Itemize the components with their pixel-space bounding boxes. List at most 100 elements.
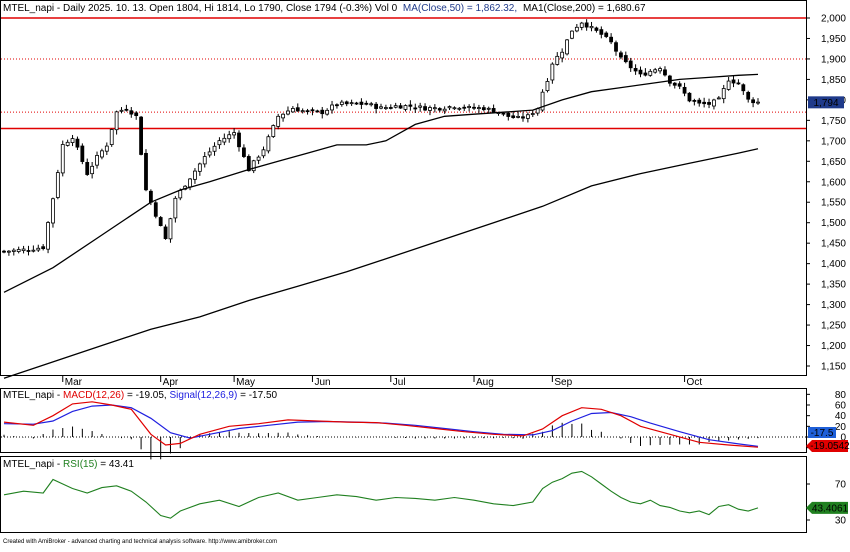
price-header: MTEL_napi - Daily 2025. 10. 13. Open 180… <box>3 3 646 14</box>
candle-up <box>648 70 653 76</box>
candle-up <box>403 105 408 110</box>
candle-up <box>550 63 555 81</box>
candle-up <box>217 140 222 146</box>
ma200-line <box>3 148 759 379</box>
rsi-chart: 70 30 43.4061 <box>3 470 849 527</box>
candle-up <box>109 129 114 145</box>
date-tick-label: Apr <box>163 377 179 388</box>
candle-down <box>310 109 315 112</box>
candle-down <box>134 112 139 117</box>
candle-up <box>227 134 232 140</box>
candle-up <box>100 150 104 158</box>
date-tick-label: Mar <box>65 377 83 388</box>
candle-down <box>672 82 677 86</box>
candle-down <box>144 152 148 191</box>
last-price-label: 1,794 <box>813 98 838 109</box>
candle-down <box>594 27 599 31</box>
price-tick-label: 1,250 <box>821 321 846 332</box>
date-axis: Mar Apr May Jun Jul Aug Sep Oct <box>62 376 702 388</box>
candle-down <box>153 202 158 217</box>
candle-down <box>619 52 623 58</box>
candle-up <box>207 151 212 156</box>
candle-down <box>423 106 427 111</box>
candle-up <box>525 114 530 119</box>
candle-down <box>354 102 359 105</box>
price-tick-label: 1,350 <box>821 280 846 291</box>
macd-tick-label: 60 <box>835 401 847 412</box>
candle-up <box>574 26 579 32</box>
candle-down <box>731 79 736 84</box>
candle-down <box>638 69 643 75</box>
candle-down <box>506 112 511 117</box>
candle-up <box>756 101 760 104</box>
macd-line <box>3 401 759 448</box>
macd-tick-label: 40 <box>835 411 847 422</box>
candle-down <box>398 105 403 109</box>
candle-down <box>692 100 697 102</box>
candle-down <box>736 82 741 85</box>
candle-up <box>21 248 26 252</box>
candle-up <box>266 136 271 152</box>
rsi-tick-label: 70 <box>835 480 847 491</box>
candle-up <box>276 115 281 127</box>
candle-up <box>447 106 452 109</box>
candle-up <box>545 81 550 92</box>
candle-up <box>530 113 535 115</box>
price-tick-label: 1,850 <box>821 75 846 86</box>
candle-down <box>521 116 525 119</box>
rsi-header: MTEL_napi - RSI(15) = 43.41 <box>3 459 134 470</box>
candle-up <box>653 69 658 73</box>
candle-down <box>462 106 467 109</box>
date-tick-label: May <box>236 377 255 388</box>
macd-tick-label: 80 <box>835 390 847 401</box>
macd-value-label: -19.0542 <box>810 441 850 452</box>
candle-down <box>437 108 442 111</box>
price-tick-label: 1,300 <box>821 300 846 311</box>
candle-down <box>408 104 413 107</box>
candle-up <box>716 97 721 100</box>
candle-up <box>173 197 178 219</box>
candle-down <box>129 110 134 115</box>
candle-up <box>570 30 574 39</box>
candle-up <box>393 105 398 108</box>
candle-up <box>222 137 227 143</box>
candle-down <box>124 108 129 111</box>
price-tick-label: 1,650 <box>821 157 846 168</box>
candle-down <box>237 132 241 148</box>
candle-up <box>95 155 99 166</box>
candle-down <box>75 138 80 148</box>
candle-down <box>511 115 516 118</box>
candle-up <box>193 170 197 180</box>
candle-up <box>428 107 432 111</box>
candle-up <box>516 115 520 118</box>
rsi-tick-label: 30 <box>835 516 847 527</box>
candle-up <box>104 145 109 152</box>
support-resistance-lines <box>1 17 806 130</box>
footer-credit: Created with AmiBroker - advanced charti… <box>3 539 277 545</box>
candle-up <box>349 102 354 105</box>
candle-down <box>614 42 618 52</box>
candle-up <box>467 106 472 108</box>
candle-up <box>178 190 183 199</box>
candle-up <box>119 109 124 112</box>
candle-up <box>271 125 276 137</box>
candle-up <box>369 103 374 106</box>
candle-up <box>540 91 545 111</box>
candle-up <box>560 51 565 59</box>
candle-down <box>246 156 251 172</box>
candle-up <box>36 247 41 251</box>
candle-up <box>281 113 285 119</box>
candle-up <box>565 39 569 55</box>
candle-down <box>623 55 628 63</box>
candle-up <box>188 178 192 188</box>
macd-tick-label: 20 <box>835 422 847 433</box>
signal-value-label: -17.5 <box>811 428 834 439</box>
candle-up <box>16 249 21 252</box>
candle-up <box>251 160 256 172</box>
candle-down <box>702 101 707 105</box>
candle-down <box>663 69 667 76</box>
candle-down <box>628 60 633 69</box>
candle-up <box>589 25 594 29</box>
